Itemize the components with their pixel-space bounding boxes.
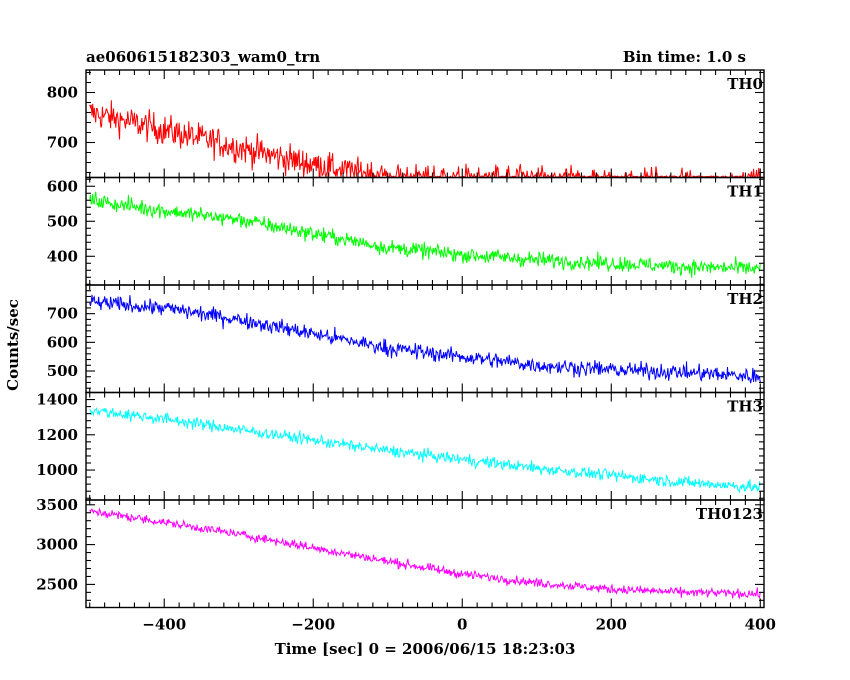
x-tick-label: −200 <box>291 616 335 634</box>
panel-th2: 500 600 700 TH2 <box>47 284 765 394</box>
panel-th0: 700 800 TH0 <box>47 69 765 179</box>
y-tick-label: 3500 <box>36 496 78 514</box>
y-axis-label: Counts/sec <box>4 299 22 391</box>
series-label-th0123: TH0123 <box>696 505 763 523</box>
series-line-th2 <box>89 294 761 384</box>
panel-frame <box>85 69 765 179</box>
panel-th3: 1000 1200 1400 TH3 <box>36 391 765 501</box>
series-line-th0123 <box>89 507 761 600</box>
series-line-th0 <box>89 100 761 178</box>
panel-frame <box>85 499 765 609</box>
chart-subtitle: Bin time: 1.0 s <box>623 48 746 66</box>
y-tick-label: 2500 <box>36 575 78 593</box>
panels: 700 800 TH0 400 500 600 TH1 500 600 700 TH2 1000 120… <box>36 69 765 609</box>
y-tick-label: 500 <box>47 212 78 230</box>
y-tick-label: 700 <box>47 134 78 152</box>
x-tick-label: 400 <box>745 616 776 634</box>
panel-frame <box>85 284 765 394</box>
y-tick-label: 3000 <box>36 536 78 554</box>
chart-title: ae060615182303_wam0_trn <box>86 48 320 66</box>
series-label-th2: TH2 <box>727 290 763 308</box>
y-tick-label: 800 <box>47 84 78 102</box>
panel-th1: 400 500 600 TH1 <box>47 176 765 286</box>
y-tick-label: 700 <box>47 305 78 323</box>
x-tick-label: 0 <box>457 616 467 634</box>
series-label-th3: TH3 <box>727 398 763 416</box>
y-tick-label: 600 <box>47 177 78 195</box>
x-axis-label: Time [sec] 0 = 2006/06/15 18:23:03 <box>275 640 576 658</box>
y-tick-label: 600 <box>47 333 78 351</box>
series-line-th3 <box>89 406 761 494</box>
series-line-th1 <box>89 191 761 278</box>
panel-th0123: 2500 3000 3500 TH0123 <box>36 496 765 609</box>
x-tick-label: −400 <box>142 616 186 634</box>
y-tick-label: 400 <box>47 247 78 265</box>
panel-frame <box>85 391 765 501</box>
y-tick-label: 1400 <box>36 391 78 409</box>
y-tick-label: 500 <box>47 362 78 380</box>
y-tick-label: 1000 <box>36 461 78 479</box>
y-tick-label: 1200 <box>36 426 78 444</box>
series-label-th1: TH1 <box>727 183 763 201</box>
x-tick-labels: −400 −200 0 200 400 <box>142 616 776 634</box>
series-label-th0: TH0 <box>727 75 763 93</box>
x-tick-label: 200 <box>596 616 627 634</box>
